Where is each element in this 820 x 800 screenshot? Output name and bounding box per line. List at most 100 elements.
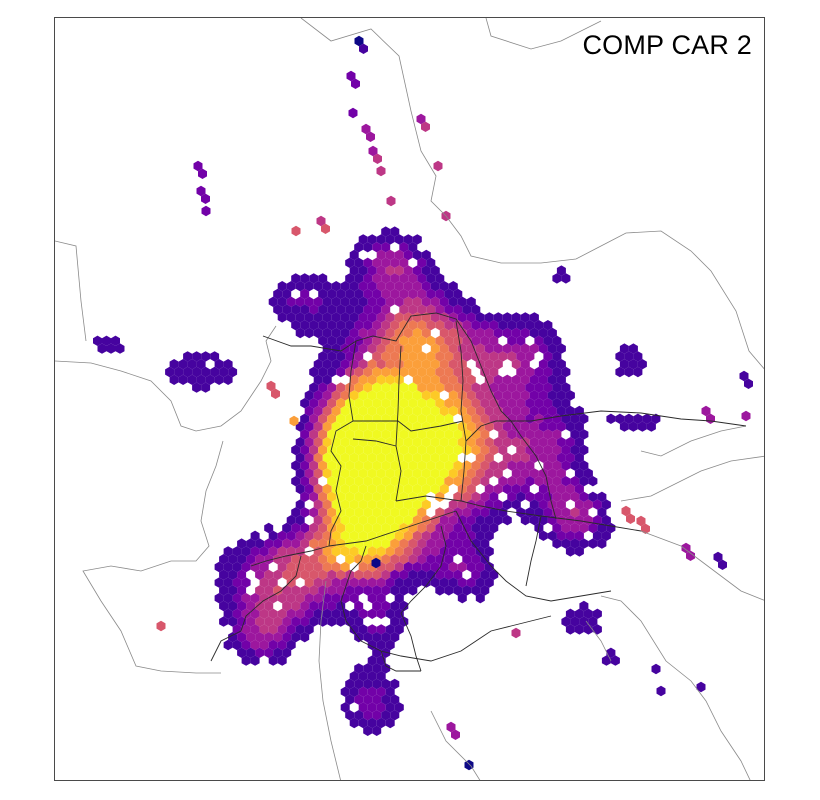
hex-cell xyxy=(376,343,386,354)
hex-cell xyxy=(741,410,751,422)
hex-cell xyxy=(439,327,449,339)
hex-cell xyxy=(106,343,116,354)
hex-cell xyxy=(349,343,359,354)
hex-cell xyxy=(169,359,179,370)
hex-cell xyxy=(309,444,319,456)
hex-cell xyxy=(399,288,409,300)
hex-cell xyxy=(624,351,634,362)
hex-cell xyxy=(529,390,539,401)
hex-cell xyxy=(363,491,373,502)
hex-cell xyxy=(426,366,436,378)
hex-cell xyxy=(403,546,413,557)
hex-cell xyxy=(291,320,301,331)
hex-cell xyxy=(232,546,242,557)
hex-cell xyxy=(529,374,539,385)
hex-cell xyxy=(273,304,283,315)
hex-cell xyxy=(313,530,323,541)
hex-cell xyxy=(507,398,517,409)
hex-cell xyxy=(354,257,364,268)
hex-cell xyxy=(426,476,436,487)
hex-cell xyxy=(282,647,292,658)
hex-cell xyxy=(304,530,314,541)
hex-cell xyxy=(448,390,458,401)
hex-cell xyxy=(228,632,238,643)
hex-cell xyxy=(403,327,413,339)
hex-cell xyxy=(507,320,517,331)
hex-cell xyxy=(421,577,431,588)
hex-cell xyxy=(385,281,395,292)
hex-cell xyxy=(435,460,445,471)
hex-cell xyxy=(520,468,530,479)
hex-cell xyxy=(570,476,580,487)
hex-cell xyxy=(304,327,314,339)
hex-cell xyxy=(489,320,499,331)
hex-cell xyxy=(349,296,359,307)
hex-cell xyxy=(453,491,463,502)
hex-cell xyxy=(462,554,472,565)
hex-cell xyxy=(399,476,409,487)
hex-cell xyxy=(484,452,494,463)
hex-cell xyxy=(346,70,356,82)
hex-cell xyxy=(543,460,553,471)
hex-cell xyxy=(426,554,436,565)
hex-cell xyxy=(511,437,521,448)
hex-cell xyxy=(304,608,314,619)
hex-cell xyxy=(286,608,296,619)
hex-cell xyxy=(348,107,358,119)
hex-cell xyxy=(439,515,449,526)
hex-cell xyxy=(223,359,233,370)
hex-cell xyxy=(349,717,359,729)
hex-cell xyxy=(439,405,449,417)
hex-cell xyxy=(394,249,404,261)
hex-cell xyxy=(543,320,553,331)
hex-cell xyxy=(318,491,328,502)
hex-cell xyxy=(516,476,526,487)
hex-cell xyxy=(403,499,413,510)
hex-cell xyxy=(237,538,247,549)
hex-cell xyxy=(489,460,499,471)
hex-cell xyxy=(433,160,443,172)
hex-cell xyxy=(156,620,166,632)
hex-cell xyxy=(219,585,229,596)
hex-cell xyxy=(381,257,391,268)
hex-cell xyxy=(739,370,749,382)
hex-cell xyxy=(574,515,584,526)
hex-cell xyxy=(534,429,544,440)
hex-cell xyxy=(367,671,377,682)
hex-cell xyxy=(457,593,467,604)
hex-cell xyxy=(439,296,449,307)
hex-cell xyxy=(412,577,422,588)
hex-cell xyxy=(394,577,404,588)
hex-cell xyxy=(372,632,382,643)
hex-cell xyxy=(484,343,494,354)
hex-cell xyxy=(385,405,395,417)
hex-cell xyxy=(291,632,301,643)
hex-cell xyxy=(327,460,337,471)
hex-cell xyxy=(246,616,256,627)
hex-cell xyxy=(399,600,409,612)
hex-cell xyxy=(556,530,566,541)
hex-cell xyxy=(448,281,458,292)
hex-cell xyxy=(394,405,404,417)
hex-cell xyxy=(588,538,598,549)
hex-cell xyxy=(511,390,521,401)
hex-cell xyxy=(367,483,377,495)
hex-cell xyxy=(484,546,494,557)
hex-cell xyxy=(264,538,274,549)
hex-cell xyxy=(363,663,373,674)
hex-cell xyxy=(529,312,539,323)
hex-cell xyxy=(368,145,378,157)
hex-cell xyxy=(493,468,503,479)
hex-cell xyxy=(271,388,280,399)
hex-cell xyxy=(547,530,557,541)
hex-cell xyxy=(471,491,481,502)
hex-cell xyxy=(565,546,575,557)
hex-cell xyxy=(250,546,260,557)
hex-cell xyxy=(371,557,381,569)
hex-cell xyxy=(268,577,278,588)
hex-cell xyxy=(543,366,553,378)
district-line xyxy=(395,345,402,502)
hex-cell xyxy=(636,515,646,527)
hex-cell xyxy=(97,343,107,354)
hex-cell xyxy=(561,273,571,284)
